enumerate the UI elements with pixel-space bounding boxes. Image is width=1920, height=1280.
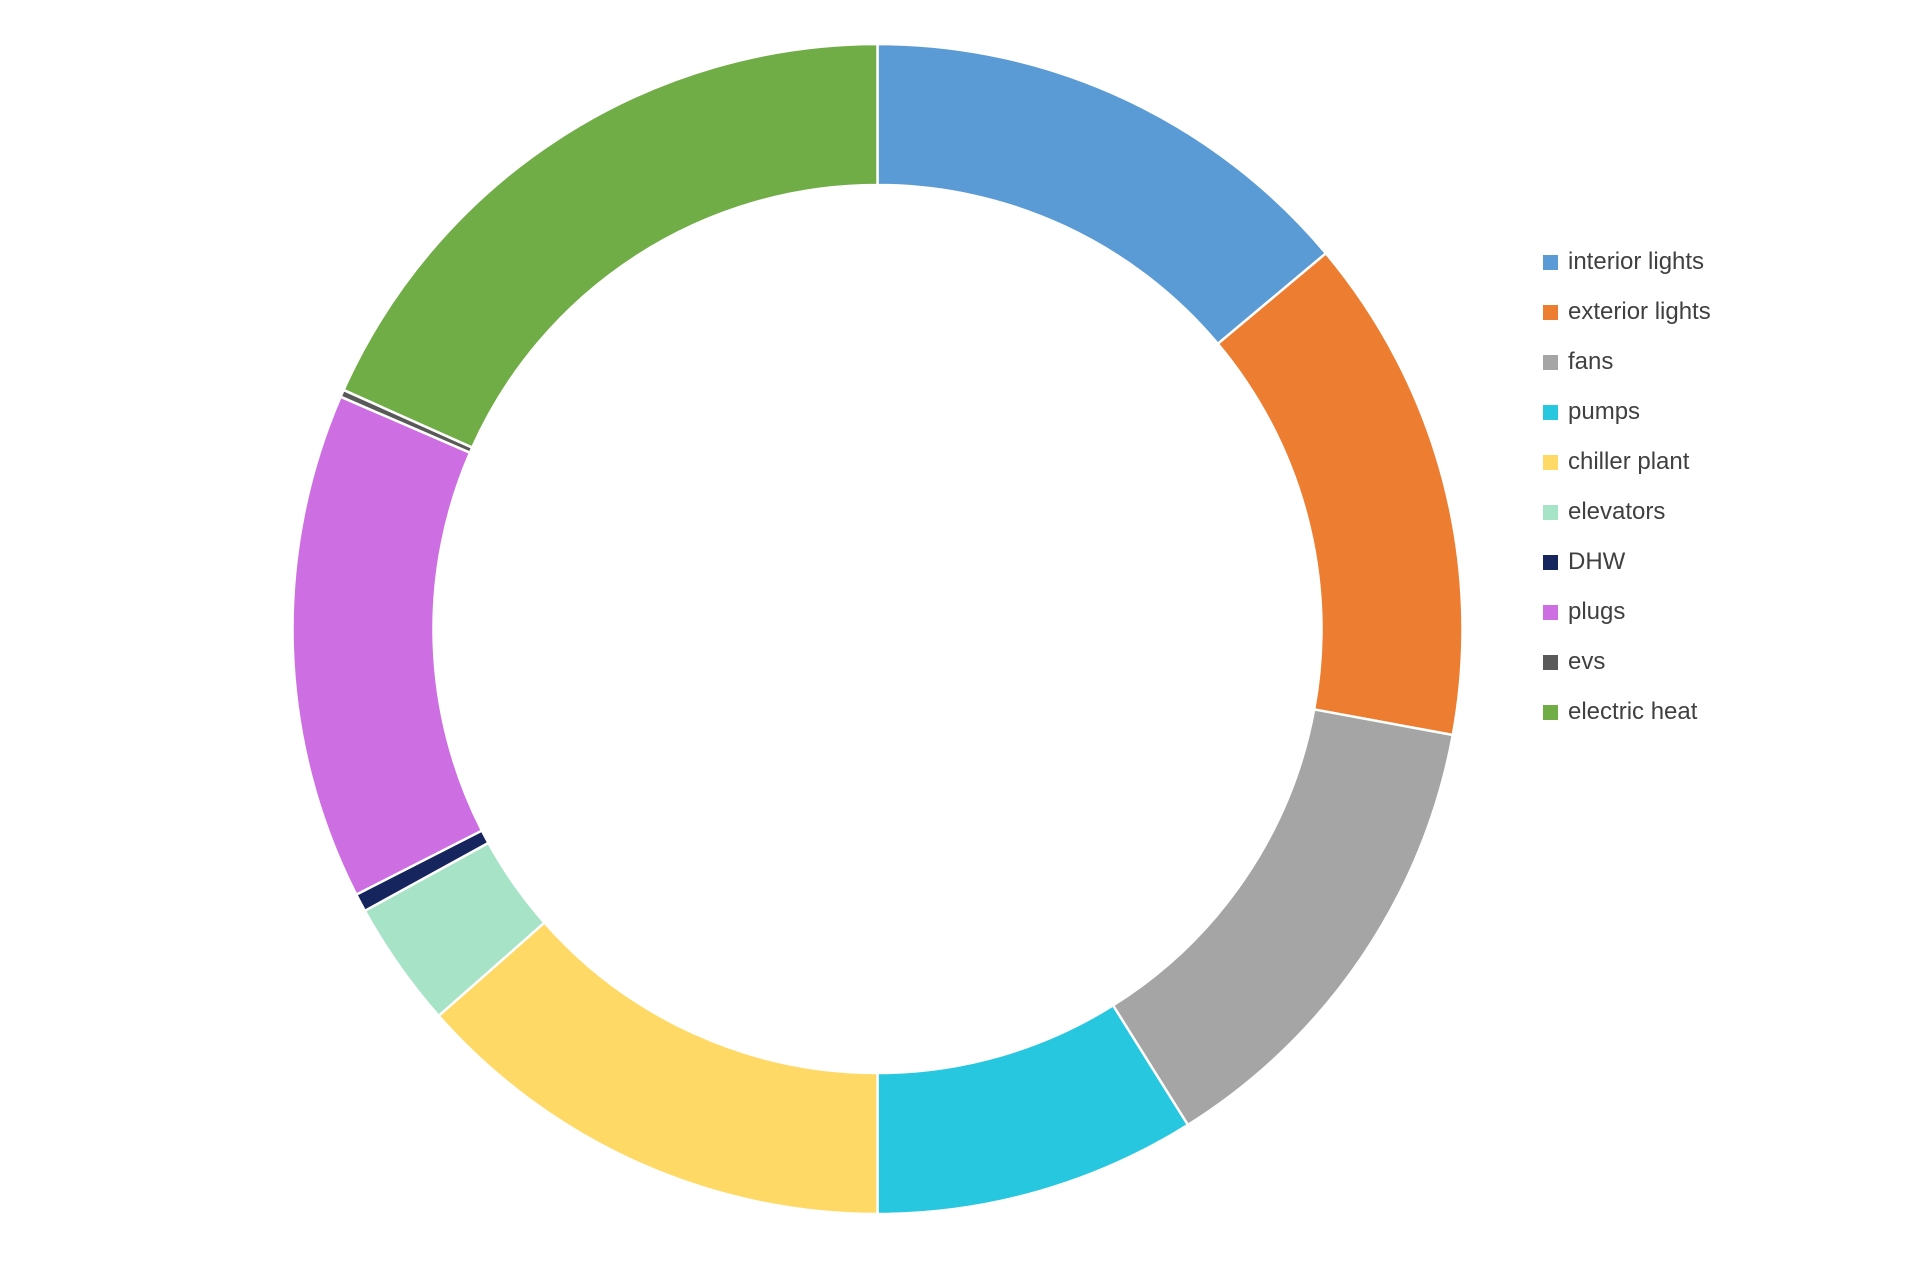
slice-interior-lights[interactable] xyxy=(876,42,1328,346)
slice-exterior-lights[interactable] xyxy=(1216,252,1464,737)
legend-swatch-plugs xyxy=(1543,604,1558,620)
legend-swatch-chiller-plant xyxy=(1543,454,1558,470)
legend-label-pumps: pumps xyxy=(1568,398,1641,425)
legend-label-interior-lights: interior lights xyxy=(1568,248,1705,275)
legend-swatch-pumps xyxy=(1543,404,1558,420)
legend-swatch-exterior-lights xyxy=(1543,304,1558,320)
legend-item-plugs: plugs xyxy=(1543,587,1711,637)
legend-swatch-evs xyxy=(1543,654,1558,670)
legend-label-evs: evs xyxy=(1568,648,1606,675)
slice-electric-heat[interactable] xyxy=(342,42,879,449)
legend-label-chiller-plant: chiller plant xyxy=(1568,448,1690,475)
legend-item-interior-lights: interior lights xyxy=(1543,237,1711,287)
legend-item-evs: evs xyxy=(1543,637,1711,687)
legend-swatch-dhw xyxy=(1543,554,1558,570)
legend-swatch-elevators xyxy=(1543,504,1558,520)
legend-item-electric-heat: electric heat xyxy=(1543,687,1711,737)
chart-legend: interior lights exterior lights fans pumps c… xyxy=(1543,237,1711,737)
legend-item-chiller-plant: chiller plant xyxy=(1543,437,1711,487)
legend-swatch-electric-heat xyxy=(1543,704,1558,720)
legend-item-exterior-lights: exterior lights xyxy=(1543,287,1711,337)
legend-swatch-fans xyxy=(1543,354,1558,370)
legend-label-electric-heat: electric heat xyxy=(1568,698,1698,725)
legend-label-fans: fans xyxy=(1568,348,1614,375)
donut-slices xyxy=(291,42,1464,1216)
slice-fans[interactable] xyxy=(1111,708,1455,1127)
legend-label-plugs: plugs xyxy=(1568,598,1626,625)
legend-item-fans: fans xyxy=(1543,337,1711,387)
legend-label-exterior-lights: exterior lights xyxy=(1568,298,1711,325)
legend-item-elevators: elevators xyxy=(1543,487,1711,537)
legend-swatch-interior-lights xyxy=(1543,254,1558,270)
legend-label-dhw: DHW xyxy=(1568,548,1626,575)
legend-item-dhw: DHW xyxy=(1543,537,1711,587)
legend-item-pumps: pumps xyxy=(1543,387,1711,437)
slice-plugs[interactable] xyxy=(291,395,484,896)
slice-chiller-plant[interactable] xyxy=(437,921,879,1216)
legend-label-elevators: elevators xyxy=(1568,498,1666,525)
